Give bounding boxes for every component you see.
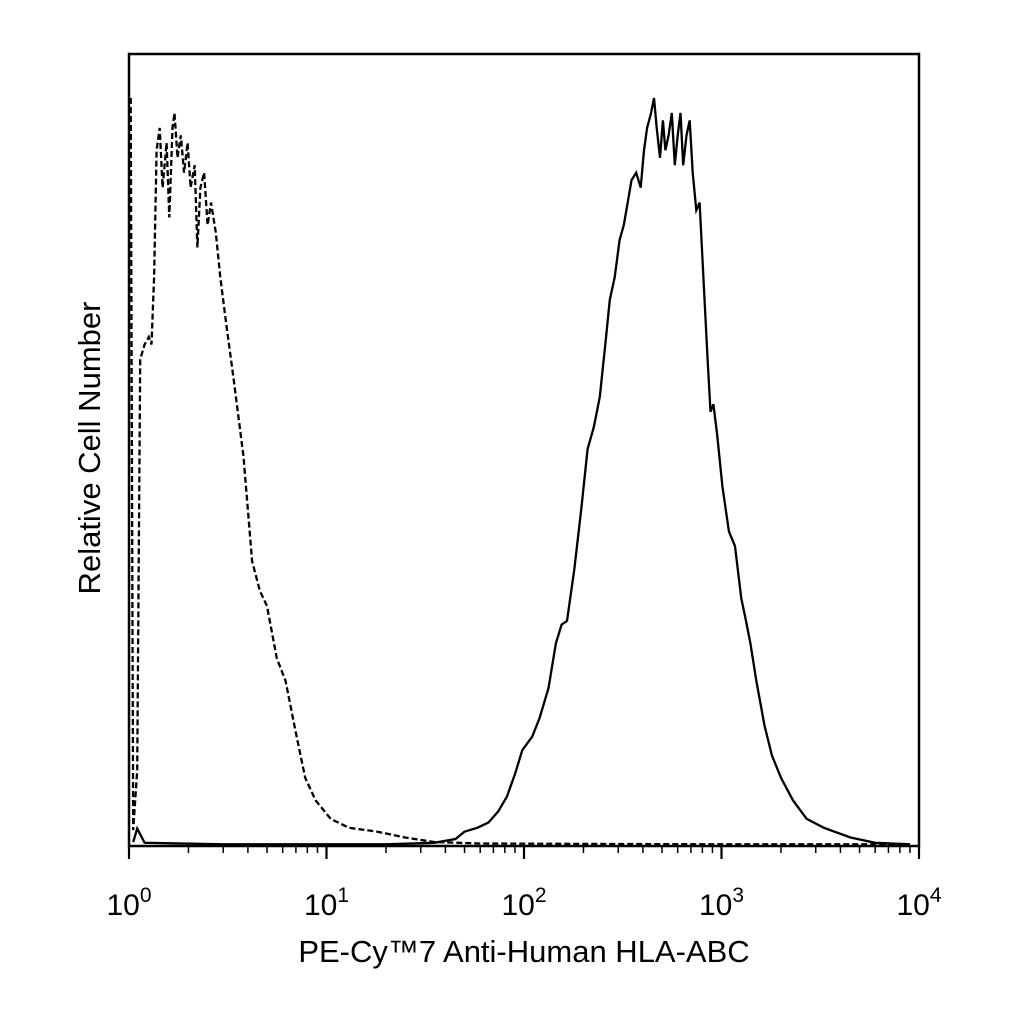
isotype-control-histogram: [129, 97, 910, 846]
x-tick-label: 102: [501, 884, 546, 922]
x-tick-exponent: 1: [337, 884, 349, 907]
x-tick-label: 103: [699, 884, 744, 922]
x-tick-exponent: 3: [732, 884, 744, 907]
x-tick-base: 10: [896, 889, 929, 922]
series-layer: [129, 97, 911, 846]
y-axis-label: Relative Cell Number: [72, 302, 107, 595]
x-tick-exponent: 4: [930, 884, 942, 907]
x-tick-base: 10: [501, 889, 534, 922]
x-axis-label: PE-Cy™7 Anti-Human HLA-ABC: [298, 934, 749, 969]
x-tick-label: 101: [304, 884, 349, 922]
x-tick-exponent: 0: [140, 884, 152, 907]
x-tick-base: 10: [699, 889, 732, 922]
x-tick-base: 10: [304, 889, 337, 922]
stained-histogram: [132, 97, 911, 846]
x-tick-exponent: 2: [535, 884, 547, 907]
x-tick-base: 10: [106, 889, 139, 922]
x-tick-label: 104: [896, 884, 941, 922]
x-tick-labels: 100 101 102 103 104: [106, 884, 941, 922]
x-tick-label: 100: [106, 884, 151, 922]
x-axis-ticks: [127, 846, 921, 859]
plot-frame: [127, 52, 921, 848]
